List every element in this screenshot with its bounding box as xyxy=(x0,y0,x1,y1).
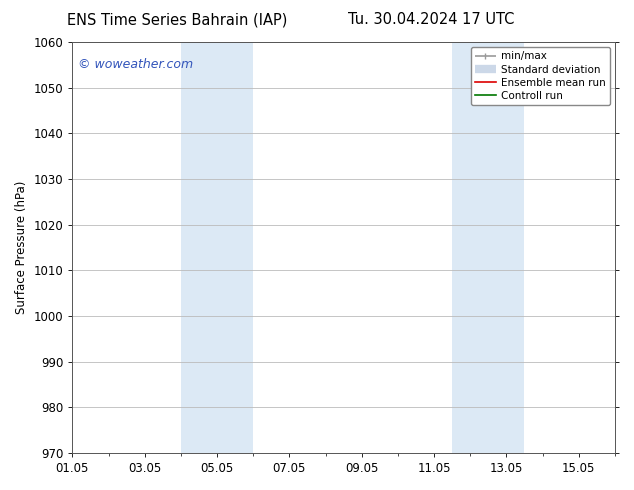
Text: ENS Time Series Bahrain (IAP): ENS Time Series Bahrain (IAP) xyxy=(67,12,288,27)
Legend: min/max, Standard deviation, Ensemble mean run, Controll run: min/max, Standard deviation, Ensemble me… xyxy=(470,47,610,105)
Bar xyxy=(452,42,524,453)
Bar xyxy=(181,42,253,453)
Y-axis label: Surface Pressure (hPa): Surface Pressure (hPa) xyxy=(15,181,28,314)
Text: Tu. 30.04.2024 17 UTC: Tu. 30.04.2024 17 UTC xyxy=(348,12,514,27)
Text: © woweather.com: © woweather.com xyxy=(78,58,193,72)
